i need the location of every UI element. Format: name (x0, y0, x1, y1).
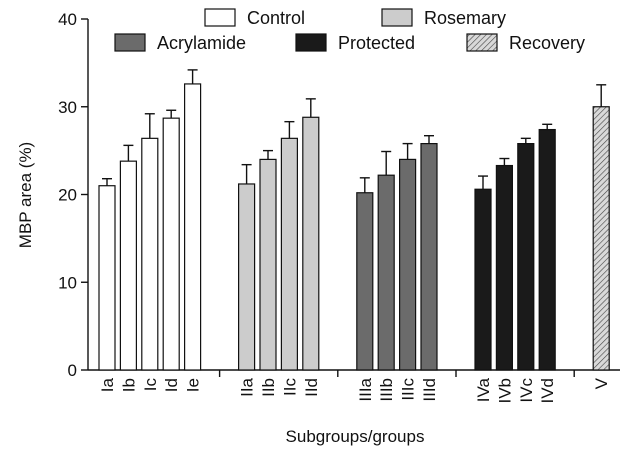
legend-label-rosemary: Rosemary (424, 8, 506, 28)
y-tick-label: 20 (58, 186, 77, 205)
x-tick-label-IIIb: IIIb (377, 378, 396, 402)
bar-IIIa (356, 192, 374, 371)
x-tick-label-Ic: Ic (141, 378, 160, 392)
bar-IVc (517, 143, 535, 371)
x-tick-label-IIIc: IIIc (399, 378, 418, 401)
x-tick-label-IVc: IVc (517, 378, 536, 403)
x-tick-label-IIa: IIa (238, 377, 257, 396)
x-tick-label-Ia: Ia (98, 377, 117, 392)
y-tick-label: 40 (58, 10, 77, 29)
legend-swatch-protected (295, 33, 327, 52)
x-tick-label-IIb: IIb (259, 378, 278, 397)
bar-Ia (98, 185, 116, 371)
bar-IVa (474, 188, 492, 371)
x-axis-title: Subgroups/groups (286, 427, 425, 446)
bar-Ic (141, 137, 159, 371)
bar-Id (162, 117, 180, 371)
x-tick-label-IIIa: IIIa (356, 377, 375, 401)
bar-IIc (280, 137, 298, 371)
legend-swatch-rosemary (381, 8, 413, 27)
bar-IIIc (399, 158, 417, 371)
legend-label-acrylamide: Acrylamide (157, 33, 246, 53)
bar-IVb (495, 164, 513, 371)
legend-swatch-acrylamide (114, 33, 146, 52)
bar-IIa (238, 183, 256, 371)
bar-IId (302, 116, 320, 371)
bar-IVd (538, 128, 556, 371)
y-tick-label: 0 (68, 361, 77, 380)
legend-swatch-recovery (466, 33, 498, 52)
bar-Ib (119, 160, 138, 371)
bar-IIIb (377, 174, 395, 371)
x-tick-label-IIc: IIc (280, 378, 299, 396)
x-tick-label-Ib: Ib (119, 378, 138, 392)
x-tick-label-Ie: Ie (184, 378, 203, 392)
x-tick-label-V: V (592, 377, 611, 389)
y-tick-label: 30 (58, 98, 77, 117)
legend-label-protected: Protected (338, 33, 415, 53)
bar-V (592, 106, 610, 371)
x-tick-label-IIId: IIId (420, 378, 439, 402)
y-tick-label: 10 (58, 273, 77, 292)
y-axis-title: MBP area (%) (16, 142, 35, 248)
legend-label-control: Control (247, 8, 305, 28)
bars: Ia Ib Ic Id Ie IIa IIb IIc IId IIIa IIIb IIIc IIId IV… (98, 69, 611, 404)
x-tick-label-IVa: IVa (474, 377, 493, 402)
x-tick-label-IVd: IVd (538, 378, 557, 404)
legend-label-recovery: Recovery (509, 33, 585, 53)
x-tick-label-IVb: IVb (495, 378, 514, 404)
legend-swatch-control (204, 8, 236, 27)
legend: Control Rosemary Acrylamide Protected Recove… (114, 8, 585, 53)
bar-IIb (259, 158, 277, 371)
bar-IIId (420, 143, 438, 371)
bar-Ie (184, 83, 202, 371)
x-tick-label-IId: IId (302, 378, 321, 397)
x-tick-label-Id: Id (162, 378, 181, 392)
